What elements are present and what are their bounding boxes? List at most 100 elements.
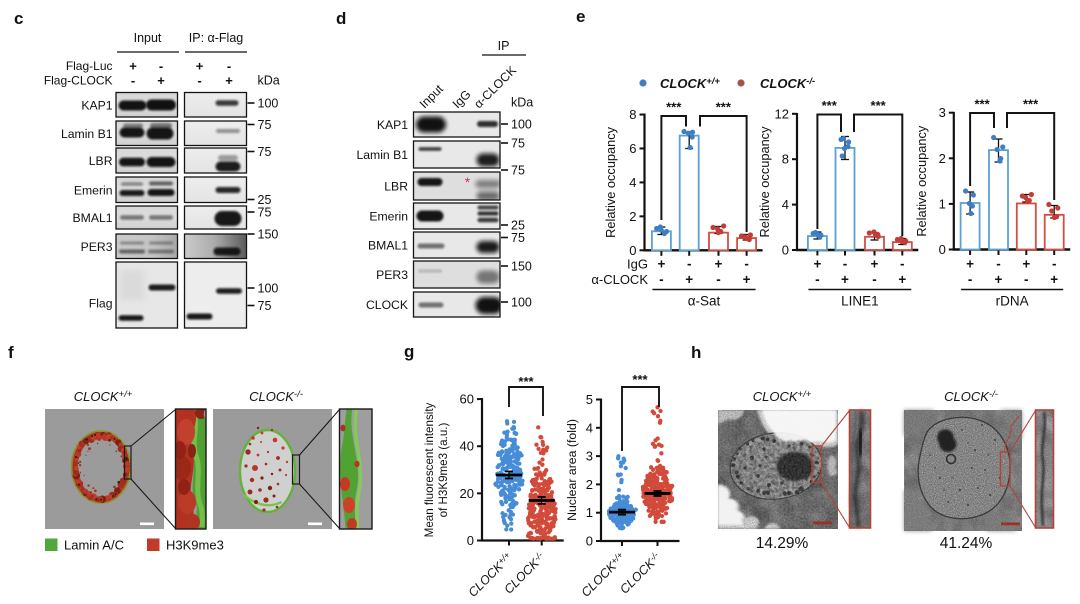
svg-text:CLOCK-/-: CLOCK-/-	[249, 389, 303, 404]
svg-text:41.24%: 41.24%	[940, 535, 993, 552]
svg-text:CLOCK: CLOCK	[366, 298, 408, 312]
svg-text:4: 4	[782, 197, 789, 212]
svg-text:Input: Input	[134, 31, 162, 45]
svg-text:d: d	[336, 9, 346, 28]
svg-text:IgG: IgG	[450, 87, 474, 111]
svg-text:25: 25	[511, 219, 525, 233]
svg-text:100: 100	[258, 97, 279, 111]
svg-text:***: ***	[716, 100, 732, 115]
svg-text:IgG: IgG	[627, 257, 648, 272]
svg-text:kDa: kDa	[511, 96, 533, 110]
svg-text:CLOCK+/+: CLOCK+/+	[74, 389, 133, 404]
svg-text:Relative occupancy: Relative occupancy	[757, 126, 772, 238]
svg-text:0: 0	[782, 243, 789, 258]
svg-text:CLOCK+/+: CLOCK+/+	[660, 76, 720, 91]
svg-text:Lamin B1: Lamin B1	[357, 148, 409, 162]
svg-text:75: 75	[258, 118, 272, 132]
svg-text:of H3K9me3 (a.u.): of H3K9me3 (a.u.)	[437, 423, 450, 518]
svg-text:-: -	[843, 257, 848, 272]
svg-text:f: f	[8, 343, 14, 362]
svg-text:2: 2	[586, 477, 593, 492]
svg-text:KAP1: KAP1	[377, 118, 408, 132]
svg-text:Flag-CLOCK: Flag-CLOCK	[44, 74, 113, 88]
svg-text:+: +	[225, 73, 233, 88]
svg-text:-: -	[159, 59, 163, 74]
svg-text:75: 75	[511, 137, 525, 151]
svg-text:Relative occupancy: Relative occupancy	[603, 126, 618, 238]
svg-text:4: 4	[586, 420, 593, 435]
svg-text:+: +	[966, 257, 974, 272]
svg-text:Flag-Luc: Flag-Luc	[66, 59, 113, 73]
svg-text:Input: Input	[417, 81, 447, 111]
svg-text:LBR: LBR	[89, 154, 113, 168]
svg-text:-: -	[815, 272, 820, 287]
svg-text:α-CLOCK: α-CLOCK	[591, 272, 648, 287]
svg-text:150: 150	[511, 260, 532, 274]
svg-text:0: 0	[467, 533, 474, 548]
svg-text:75: 75	[511, 164, 525, 178]
svg-text:8: 8	[782, 152, 789, 167]
svg-text:5: 5	[586, 392, 593, 407]
svg-text:***: ***	[666, 100, 682, 115]
svg-text:+: +	[657, 257, 665, 272]
svg-text:CLOCK-/-: CLOCK-/-	[944, 389, 998, 404]
svg-text:+: +	[995, 272, 1003, 287]
svg-text:***: ***	[974, 97, 990, 112]
svg-text:-: -	[968, 272, 973, 287]
svg-text:14.29%: 14.29%	[756, 535, 809, 552]
svg-text:75: 75	[258, 299, 272, 313]
svg-text:***: ***	[518, 374, 534, 389]
svg-text:***: ***	[822, 98, 838, 113]
svg-text:-: -	[687, 257, 692, 272]
svg-text:60: 60	[460, 392, 474, 407]
svg-text:Nuclear area (fold): Nuclear area (fold)	[565, 419, 579, 521]
svg-text:Mean fluorescent intensity: Mean fluorescent intensity	[423, 402, 436, 537]
svg-text:Lamin B1: Lamin B1	[61, 127, 113, 141]
svg-text:BMAL1: BMAL1	[368, 239, 408, 253]
svg-text:+: +	[1022, 257, 1030, 272]
svg-text:0: 0	[939, 242, 946, 257]
svg-text:100: 100	[511, 118, 532, 132]
svg-text:IP: α-Flag: IP: α-Flag	[189, 31, 244, 45]
svg-text:***: ***	[632, 372, 648, 387]
svg-text:e: e	[576, 7, 585, 26]
svg-text:Lamin A/C: Lamin A/C	[64, 538, 124, 553]
svg-text:75: 75	[511, 231, 525, 245]
svg-text:Flag: Flag	[89, 297, 113, 311]
svg-text:h: h	[691, 343, 701, 362]
svg-text:LINE1: LINE1	[841, 294, 879, 309]
svg-text:-: -	[227, 59, 231, 74]
svg-text:+: +	[715, 257, 723, 272]
svg-text:2: 2	[629, 209, 636, 224]
svg-text:PER3: PER3	[376, 268, 408, 282]
svg-text:3: 3	[939, 105, 946, 120]
svg-text:-: -	[197, 73, 201, 88]
svg-text:3: 3	[586, 449, 593, 464]
svg-text:-: -	[659, 272, 664, 287]
svg-text:kDa: kDa	[258, 74, 280, 88]
svg-text:CLOCK+/+: CLOCK+/+	[753, 389, 812, 404]
svg-text:+: +	[157, 73, 165, 88]
svg-text:BMAL1: BMAL1	[73, 211, 113, 225]
svg-text:+: +	[813, 257, 821, 272]
svg-text:IP: IP	[498, 39, 510, 53]
svg-text:-: -	[1052, 257, 1057, 272]
svg-text:+: +	[685, 272, 693, 287]
svg-text:***: ***	[871, 98, 887, 113]
svg-text:H3K9me3: H3K9me3	[166, 538, 224, 553]
svg-text:20: 20	[460, 486, 474, 501]
svg-text:Emerin: Emerin	[74, 183, 113, 197]
svg-text:+: +	[871, 257, 879, 272]
svg-text:75: 75	[258, 145, 272, 159]
svg-text:c: c	[14, 9, 23, 28]
svg-text:-: -	[1024, 272, 1029, 287]
svg-text:CLOCK+/+: CLOCK+/+	[578, 550, 628, 600]
svg-text:+: +	[898, 272, 906, 287]
svg-text:α-Sat: α-Sat	[688, 294, 721, 309]
svg-text:0: 0	[586, 534, 593, 549]
svg-text:g: g	[404, 342, 414, 361]
svg-text:1: 1	[586, 505, 593, 520]
svg-text:-: -	[900, 257, 905, 272]
svg-text:6: 6	[629, 141, 636, 156]
svg-text:1: 1	[939, 196, 946, 211]
